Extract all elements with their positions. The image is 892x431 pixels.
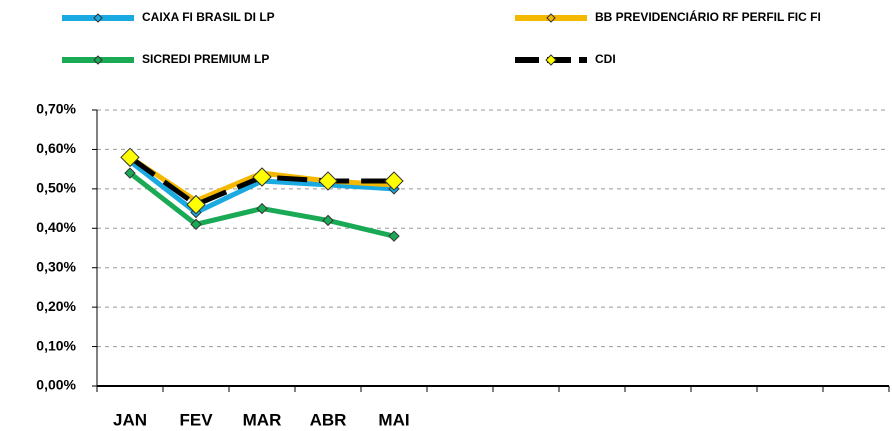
x-tick-label: FEV	[179, 410, 213, 429]
x-tick-label: MAI	[378, 410, 409, 429]
marker	[384, 171, 404, 191]
y-tick-label: 0,40%	[36, 219, 76, 235]
marker	[252, 167, 272, 187]
legend-marker	[93, 13, 103, 23]
y-tick-label: 0,00%	[36, 377, 76, 393]
y-tick-label: 0,70%	[36, 101, 76, 117]
legend-label: BB PREVIDENCIÁRIO RF PERFIL FIC FI	[595, 9, 821, 24]
marker	[190, 218, 202, 231]
y-tick-label: 0,10%	[36, 337, 76, 353]
marker	[318, 171, 338, 191]
x-tick-label: ABR	[310, 410, 347, 429]
marker	[322, 214, 334, 227]
y-tick-label: 0,50%	[36, 180, 76, 196]
legend-marker	[93, 55, 103, 65]
marker	[388, 230, 400, 242]
marker	[186, 194, 206, 215]
legend-label: CDI	[595, 52, 616, 66]
legend-label: SICREDI PREMIUM LP	[142, 52, 269, 66]
y-tick-label: 0,30%	[36, 258, 76, 274]
x-tick-label: JAN	[113, 410, 147, 429]
marker	[120, 147, 140, 168]
y-tick-label: 0,60%	[36, 140, 76, 156]
marker	[124, 167, 136, 179]
x-tick-label: MAR	[243, 410, 282, 429]
legend-label: CAIXA FI BRASIL DI LP	[142, 10, 275, 24]
y-tick-label: 0,20%	[36, 298, 76, 314]
legend-marker	[546, 13, 556, 23]
marker	[256, 202, 268, 215]
legend-marker	[545, 54, 557, 66]
